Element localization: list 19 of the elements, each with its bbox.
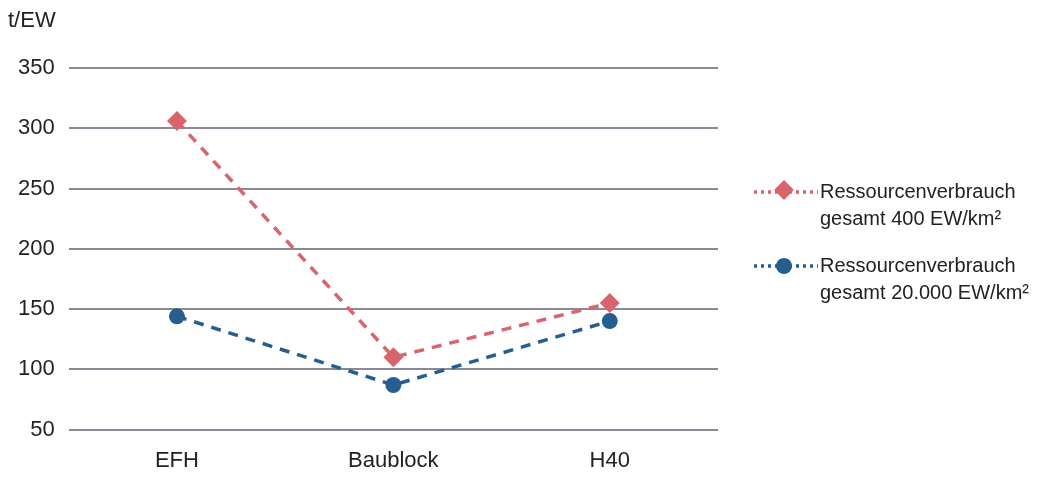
point xyxy=(385,377,402,393)
y-tick-label: 200 xyxy=(17,234,55,260)
y-tick-label: 100 xyxy=(17,355,55,381)
point xyxy=(601,313,618,330)
point xyxy=(166,111,187,132)
point xyxy=(599,293,620,314)
point xyxy=(383,347,404,368)
x-tick-label: H40 xyxy=(589,446,630,472)
y-tick-label: 250 xyxy=(17,174,55,200)
y-axis-title: t/EW xyxy=(8,7,56,33)
y-tick-label: 300 xyxy=(17,114,55,140)
point xyxy=(168,308,185,325)
y-tick-label: 350 xyxy=(17,54,55,80)
legend-label: Ressourcenverbrauch gesamt 20.000 EW/km² xyxy=(820,253,1030,305)
x-tick-label: EFH xyxy=(154,446,199,472)
legend-label: Ressourcenverbrauch gesamt 400 EW/km² xyxy=(820,179,1017,231)
y-tick-label: 50 xyxy=(30,415,55,441)
y-tick-label: 150 xyxy=(17,295,55,321)
x-tick-label: Baublock xyxy=(348,446,440,472)
